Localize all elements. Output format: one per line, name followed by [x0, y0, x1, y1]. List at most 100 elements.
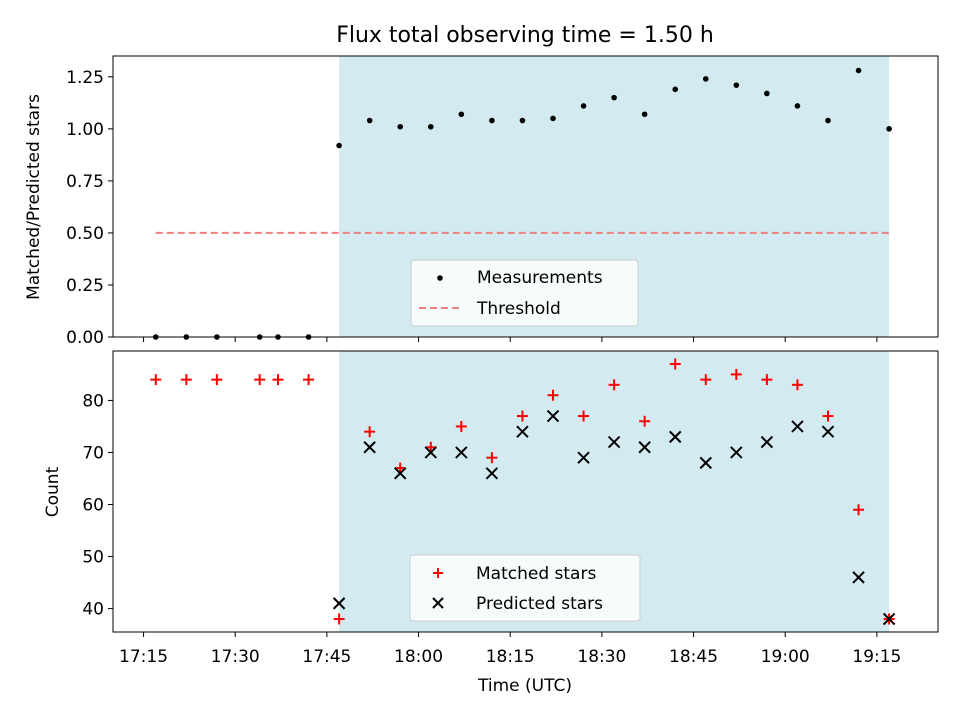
x-axis-label: Time (UTC) — [477, 676, 572, 696]
top-y-tick-label: 1.00 — [66, 120, 104, 140]
matched-stars-points — [150, 358, 895, 625]
top-legend-box — [410, 259, 639, 327]
legend-matched-label: Matched stars — [476, 564, 596, 584]
measurement-point — [641, 111, 648, 118]
measurement-point — [458, 111, 465, 118]
measurement-point — [855, 67, 862, 74]
matched-star-point — [578, 410, 590, 422]
matched-star-point — [608, 379, 620, 391]
measurement-point — [672, 86, 679, 93]
legend-measurement-marker — [437, 275, 443, 281]
matched-star-point — [822, 410, 834, 422]
matched-star-point — [364, 426, 376, 438]
predicted-star-point — [669, 430, 682, 444]
predicted-star-point — [760, 435, 774, 449]
matched-star-point — [333, 613, 345, 625]
bottom-panel: 40 50 60 70 80 17:15 17:30 17:45 18:00 18:15 18:3… — [43, 350, 939, 696]
matched-star-point — [516, 410, 528, 422]
top-axes-frame — [112, 55, 939, 338]
top-y-ticks: 0.00 0.25 0.50 0.75 1.00 1.25 — [66, 68, 113, 348]
matched-star-point — [486, 452, 498, 464]
legend-predicted-marker — [432, 597, 444, 609]
measurement-point — [611, 94, 617, 101]
matched-star-point — [700, 374, 712, 386]
matched-star-point — [272, 374, 284, 386]
matched-star-point — [791, 379, 803, 391]
predicted-star-point — [363, 441, 376, 454]
top-x-ticks — [143, 337, 878, 342]
predicted-star-point — [852, 571, 865, 584]
predicted-star-point — [332, 597, 346, 610]
legend-matched-marker — [433, 568, 443, 578]
predicted-star-point — [455, 446, 468, 459]
predicted-star-point — [882, 612, 896, 626]
measurement-point — [580, 103, 587, 109]
bottom-x-ticks: 17:15 17:30 17:45 18:00 18:15 18:30 18:45 19:00… — [119, 632, 901, 667]
matched-star-point — [211, 374, 223, 386]
matched-star-point — [425, 441, 437, 453]
legend-measurements-label: Measurements — [477, 268, 603, 288]
predicted-star-point — [516, 425, 529, 438]
measurement-point — [886, 126, 892, 132]
matched-star-point — [669, 358, 681, 370]
predicted-star-point — [730, 446, 743, 459]
predicted-star-point — [394, 467, 407, 480]
matched-star-point — [303, 374, 315, 386]
top-y-tick-label: 0.75 — [66, 172, 104, 192]
bottom-legend-box — [409, 554, 641, 622]
x-tick-label: 19:00 — [761, 647, 810, 667]
measurement-point — [764, 90, 770, 97]
measurement-point — [489, 117, 495, 124]
x-tick-label: 17:30 — [211, 647, 260, 667]
predicted-star-point — [424, 446, 437, 459]
bottom-y-axis-label: Count — [43, 466, 63, 517]
measurement-point — [733, 82, 740, 88]
bottom-legend: Matched stars Predicted stars — [409, 554, 641, 622]
bottom-y-ticks: 40 50 60 70 80 — [82, 391, 113, 620]
x-tick-label: 17:15 — [119, 647, 168, 667]
bottom-y-tick-label: 40 — [82, 600, 104, 620]
predicted-star-point — [791, 420, 804, 433]
bottom-y-tick-label: 70 — [82, 443, 104, 463]
matched-star-point — [547, 389, 559, 401]
predicted-star-point — [821, 425, 835, 438]
x-tick-label: 17:45 — [302, 647, 351, 667]
matched-star-point — [254, 374, 266, 386]
x-tick-label: 18:15 — [486, 647, 535, 667]
predicted-star-point — [638, 441, 651, 454]
predicted-star-point — [699, 456, 712, 470]
top-y-tick-label: 0.25 — [66, 276, 104, 296]
matched-star-point — [150, 374, 162, 386]
measurement-point — [427, 123, 434, 130]
x-tick-label: 18:30 — [577, 647, 626, 667]
x-tick-label: 18:00 — [394, 647, 443, 667]
top-panel: 0.00 0.25 0.50 0.75 1.00 1.25 Flux total obse… — [24, 23, 939, 348]
legend-predicted-label: Predicted stars — [476, 594, 603, 614]
matched-star-point — [394, 462, 406, 474]
top-y-tick-label: 0.50 — [66, 224, 104, 244]
measurement-point — [825, 117, 831, 124]
predicted-star-point — [577, 451, 590, 464]
matched-star-point — [761, 374, 773, 386]
top-y-axis-label: Matched/Predicted stars — [24, 94, 44, 300]
bottom-y-tick-label: 60 — [82, 496, 104, 516]
predicted-stars-points — [332, 409, 896, 626]
bottom-y-tick-label: 50 — [82, 548, 104, 568]
top-legend: Measurements Threshold — [410, 259, 639, 327]
matched-star-point — [180, 374, 192, 386]
top-y-tick-label: 0.00 — [66, 328, 104, 348]
x-tick-label: 18:45 — [669, 647, 718, 667]
measurement-point — [794, 103, 801, 109]
top-y-tick-label: 1.25 — [66, 68, 104, 88]
measurement-point — [366, 117, 373, 124]
measurement-point — [336, 142, 342, 149]
measurement-point — [702, 76, 709, 82]
predicted-star-point — [485, 467, 499, 480]
predicted-star-point — [607, 435, 621, 449]
matched-star-point — [639, 415, 651, 427]
top-chart-title: Flux total observing time = 1.50 h — [336, 23, 714, 48]
measurement-point — [397, 123, 404, 130]
measurement-point — [550, 115, 556, 122]
matched-star-point — [730, 368, 742, 380]
